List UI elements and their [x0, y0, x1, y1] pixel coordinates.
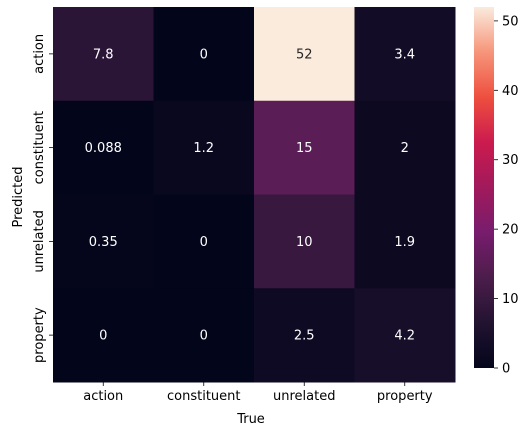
y-tick-label-unrelated: unrelated — [32, 210, 47, 272]
heatmap-cell-unrelated-unrelated — [254, 194, 355, 289]
cell-value-label: 2.5 — [294, 329, 315, 344]
colorbar-tick-label: 20 — [502, 223, 519, 238]
y-axis-ticks: action constituent unrelated property — [32, 34, 53, 363]
cell-value-label: 15 — [296, 141, 313, 156]
y-tick-label-constituent: constituent — [32, 111, 47, 185]
cell-value-label: 10 — [296, 235, 313, 250]
colorbar-tick-label: 30 — [502, 153, 519, 168]
colorbar-tick-label: 0 — [502, 362, 510, 377]
heatmap-cell-property-property — [354, 288, 456, 383]
heatmap-cell-action-constituent — [153, 7, 255, 102]
cell-value-label: 0.088 — [85, 141, 122, 156]
x-tick-label-action: action — [83, 389, 123, 404]
colorbar-tick-label: 10 — [502, 292, 519, 307]
colorbar-tick-label: 50 — [502, 14, 519, 29]
heatmap-cell-constituent-property — [354, 100, 456, 195]
y-tick-label-property: property — [32, 307, 47, 363]
cell-value-label: 1.9 — [394, 235, 415, 250]
cell-value-label: 0 — [99, 329, 107, 344]
heatmap-cell-action-property — [354, 7, 456, 102]
cell-value-label: 0 — [200, 235, 208, 250]
cell-value-label: 7.8 — [93, 47, 114, 62]
cell-value-label: 0 — [200, 329, 208, 344]
heatmap-cell-property-action — [53, 288, 154, 383]
heatmap-cell-unrelated-action — [53, 194, 154, 289]
heatmap-cell-property-constituent — [153, 288, 255, 383]
colorbar — [474, 7, 494, 368]
y-tick-label-action: action — [32, 34, 47, 74]
heatmap-cell-action-unrelated — [254, 7, 355, 102]
x-tick-label-unrelated: unrelated — [273, 389, 335, 404]
heatmap-cell-constituent-unrelated — [254, 100, 355, 195]
cell-value-label: 1.2 — [193, 141, 214, 156]
colorbar-ticks: 0 10 20 30 40 50 — [494, 14, 519, 377]
cell-value-label: 4.2 — [394, 329, 415, 344]
heatmap-cell-unrelated-constituent — [153, 194, 255, 289]
heatmap-cell-unrelated-property — [354, 194, 456, 289]
x-axis-label: True — [236, 412, 265, 427]
cell-value-label: 0 — [200, 47, 208, 62]
heatmap-cell-action-action — [53, 7, 154, 102]
x-axis-ticks: action constituent unrelated property — [83, 382, 433, 404]
heatmap-cell-property-unrelated — [254, 288, 355, 383]
colorbar-tick-label: 40 — [502, 84, 519, 99]
heatmap-cell-constituent-action — [53, 100, 154, 195]
cell-value-label: 0.35 — [89, 235, 118, 250]
y-axis-label: Predicted — [11, 166, 26, 227]
cell-value-label: 2 — [401, 141, 409, 156]
heatmap-cell-constituent-constituent — [153, 100, 255, 195]
x-tick-label-property: property — [377, 389, 433, 404]
cell-value-labels: 7.8 0 52 3.4 0.088 1.2 15 2 0.35 0 10 1.9 0 0 2.5 4.2 — [85, 47, 415, 343]
cell-value-label: 3.4 — [394, 47, 415, 62]
heatmap-cells — [53, 7, 456, 383]
cell-value-label: 52 — [296, 47, 313, 62]
x-tick-label-constituent: constituent — [167, 389, 241, 404]
